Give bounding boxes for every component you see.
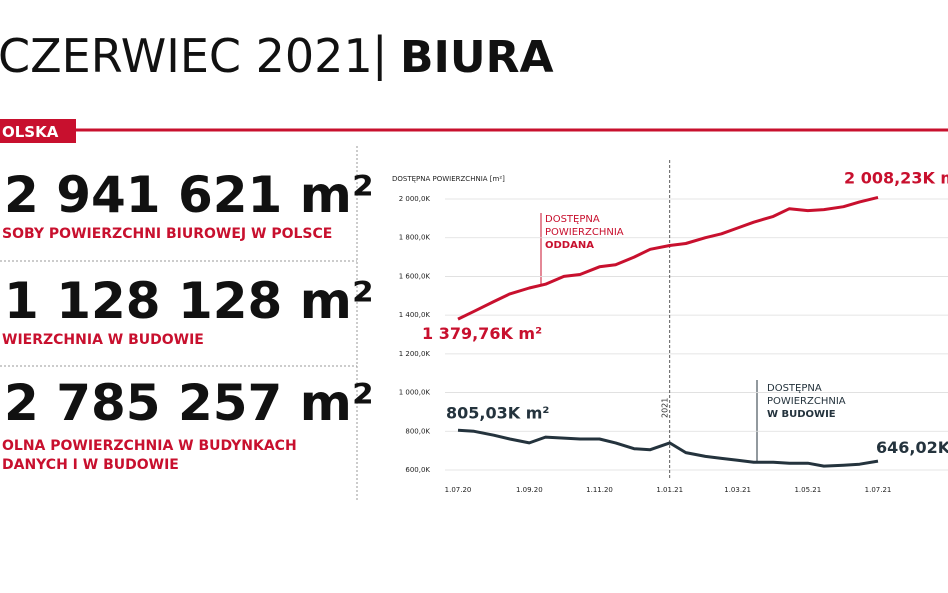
x-tick-label: 1.03.21 [724, 486, 751, 494]
y-tick-label: 600,0K [405, 466, 430, 474]
section-title: BIURA [400, 32, 554, 83]
x-tick-label: 1.09.20 [516, 486, 543, 494]
page-title: CZERWIEC 2021 [0, 29, 373, 83]
series-line [457, 428, 879, 468]
value-label: 805,03K m² [446, 403, 549, 422]
tag-box [0, 119, 76, 143]
x-tick-label: 1.01.21 [656, 486, 683, 494]
x-tick-label: 1.11.20 [586, 486, 613, 494]
value-label: 1 379,76K m² [422, 324, 542, 343]
stat-caption: DANYCH I W BUDOWIE [2, 457, 179, 473]
title-separator: | [372, 27, 388, 82]
series-annotation: DOSTĘPNA [767, 383, 822, 394]
tag-label: OLSKA [2, 123, 59, 141]
y-tick-label: 1 400,0K [399, 311, 431, 319]
y-tick-label: 800,0K [405, 427, 430, 435]
marker-label: 2021 [661, 398, 670, 418]
series-annotation: POWIERZCHNIA [767, 396, 846, 407]
series-line [457, 195, 879, 321]
series-name: ODDANA [545, 240, 594, 251]
stat-value: 2 941 621 m² [4, 166, 374, 224]
x-tick-label: 1.07.20 [445, 486, 472, 494]
stat-caption: SOBY POWIERZCHNI BIUROWEJ W POLSCE [2, 226, 332, 242]
stat-caption: OLNA POWIERZCHNIA W BUDYNKACH [2, 438, 297, 454]
y-tick-label: 1 200,0K [399, 350, 431, 358]
value-label: 2 008,23K m [844, 168, 948, 187]
x-tick-label: 1.07.21 [865, 486, 892, 494]
y-tick-label: 1 000,0K [399, 389, 431, 397]
x-tick-label: 1.05.21 [794, 486, 821, 494]
series-annotation: DOSTĘPNA [545, 214, 600, 225]
y-axis-title: DOSTĘPNA POWIERZCHNIA [m²] [392, 175, 505, 183]
series-name: W BUDOWIE [767, 409, 836, 420]
stat-caption: WIERZCHNIA W BUDOWIE [2, 332, 204, 348]
stat-value: 2 785 257 m² [4, 374, 374, 432]
stat-value: 1 128 128 m² [4, 272, 374, 330]
value-label: 646,02K [876, 438, 948, 457]
series-annotation: POWIERZCHNIA [545, 227, 624, 238]
y-tick-label: 1 600,0K [399, 272, 431, 280]
y-tick-label: 2 000,0K [399, 195, 431, 203]
y-tick-label: 1 800,0K [399, 234, 431, 242]
